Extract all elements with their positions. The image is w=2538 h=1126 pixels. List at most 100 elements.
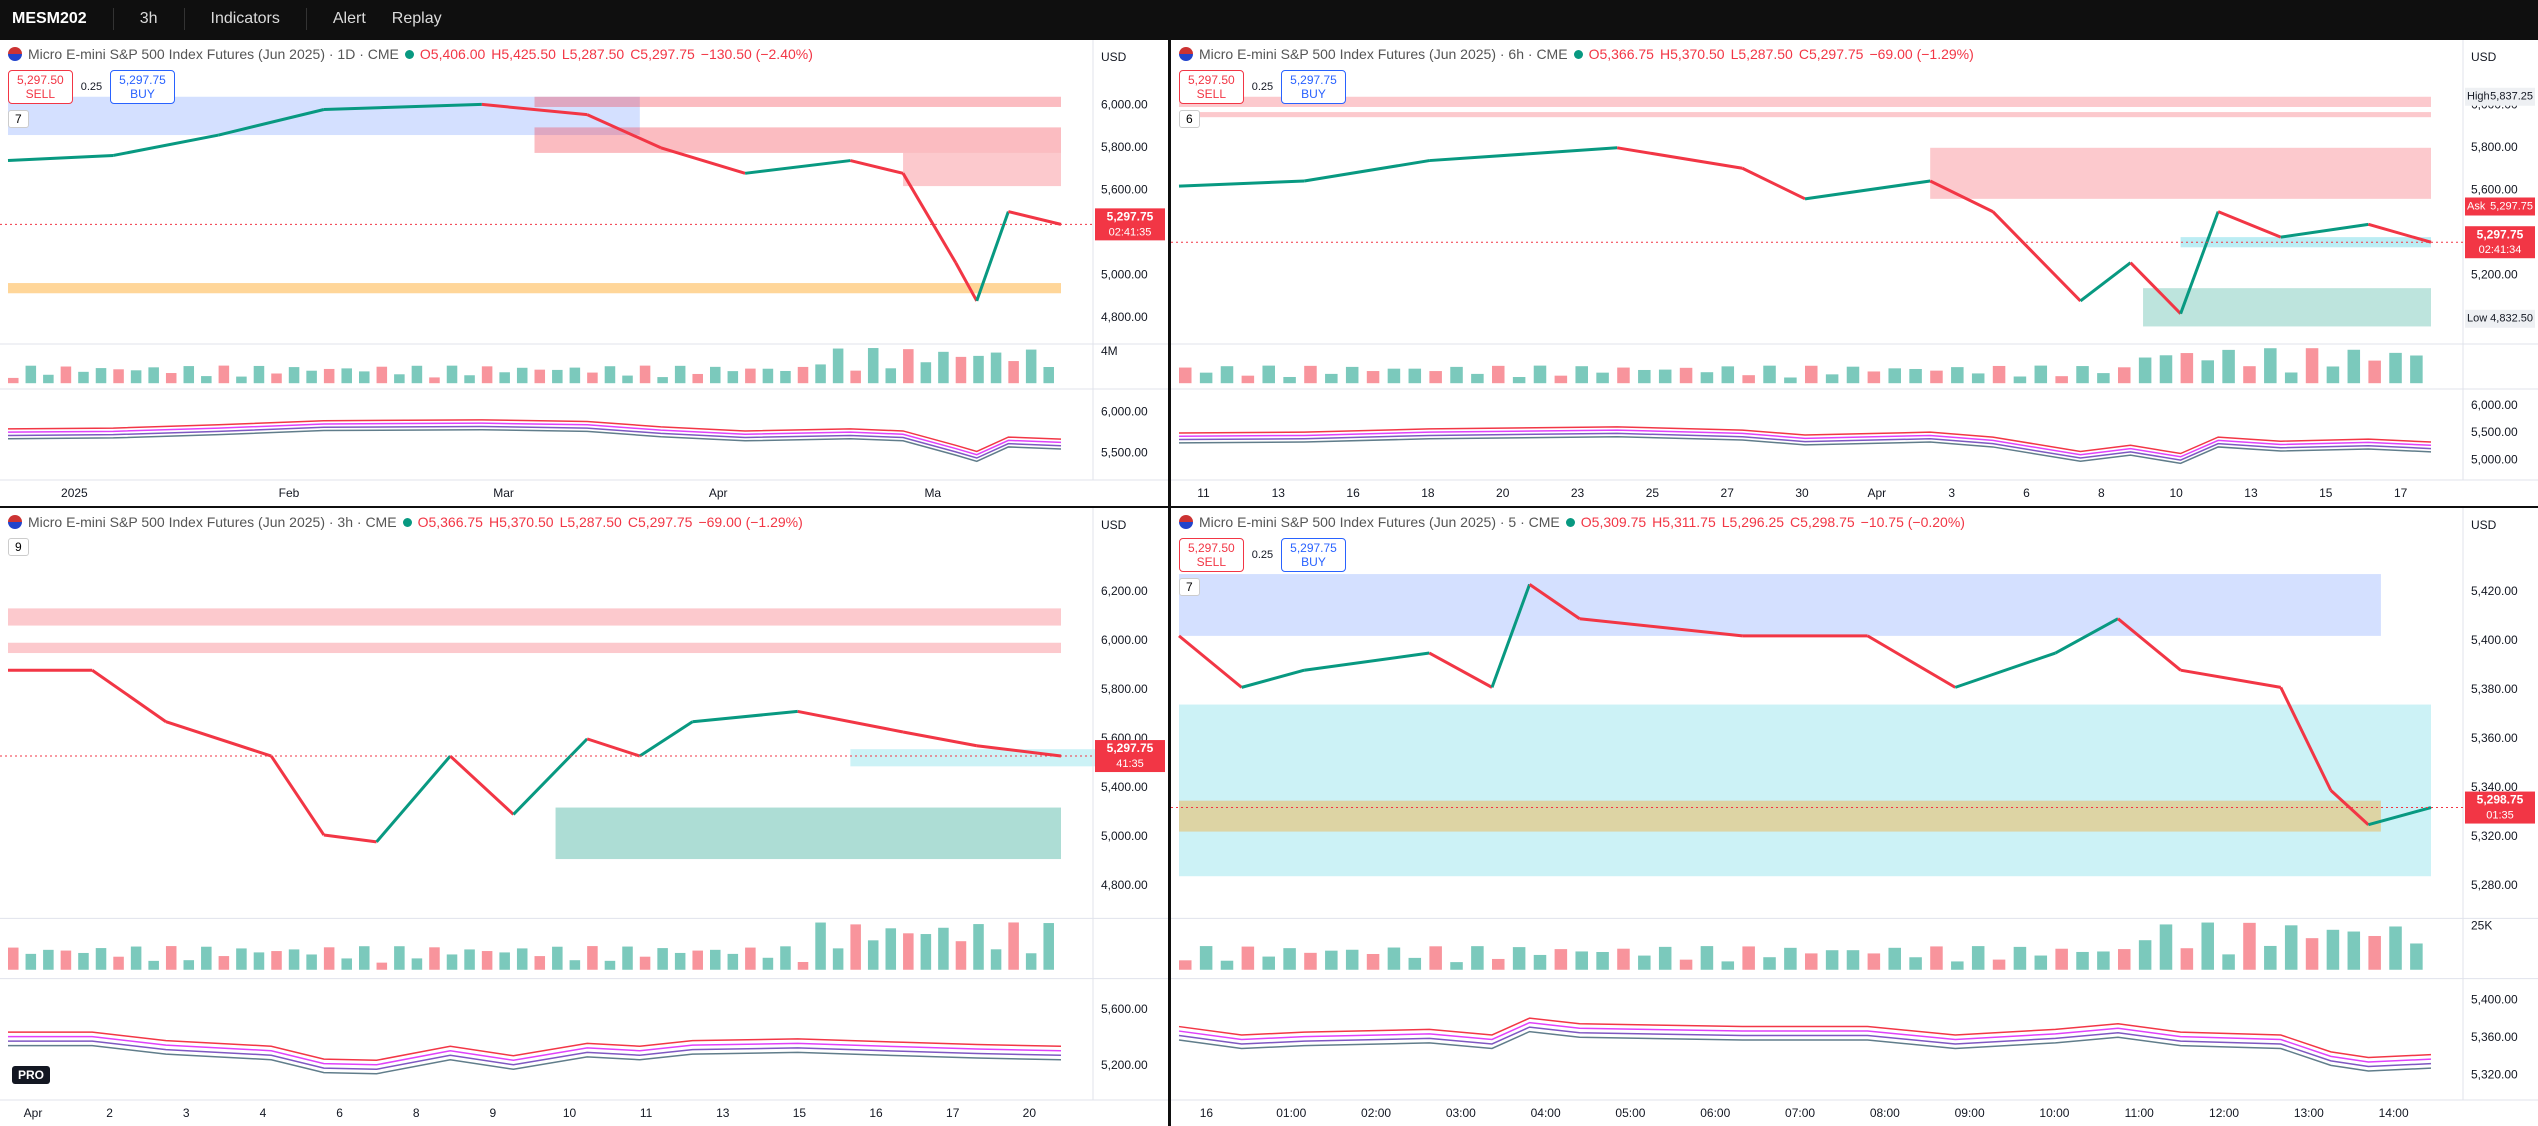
indicator-counter[interactable]: 9 (8, 538, 29, 556)
sell-button[interactable]: 5,297.50 SELL (1179, 538, 1244, 572)
interval[interactable]: 3h (139, 10, 158, 27)
buy-button[interactable]: 5,297.75 BUY (1281, 538, 1346, 572)
alert-button[interactable]: Alert (332, 10, 366, 27)
time-axis-label: 13 (2244, 486, 2258, 500)
volume-bar (8, 377, 19, 384)
volume-bar (745, 368, 756, 384)
oscillator-axis-label: 5,200.00 (1101, 1058, 1148, 1072)
time-axis-label: 15 (793, 1106, 807, 1120)
volume-bar (1763, 957, 1776, 970)
volume-bar (1617, 948, 1630, 970)
volume-bar (130, 946, 142, 970)
volume-bar (218, 365, 230, 384)
indicators-button[interactable]: Indicators (210, 10, 280, 27)
oscillator-line (1178, 1017, 2432, 1059)
volume-bar (2243, 922, 2256, 970)
volume-bar (1971, 946, 1985, 970)
indicator-counter[interactable]: 6 (1179, 110, 1200, 128)
volume-bar (1025, 953, 1037, 970)
currency-label: USD (2471, 50, 2497, 64)
price-segment (744, 159, 851, 175)
sell-button[interactable]: 5,297.50 SELL (1179, 70, 1244, 104)
volume-bar (569, 367, 581, 384)
volume-bar (2138, 357, 2152, 384)
volume-bar (990, 949, 1002, 970)
symbol-search[interactable]: MESM202 (12, 10, 87, 27)
time-axis-label: 20 (1023, 1106, 1037, 1120)
volume-bar (25, 953, 37, 970)
ohlc-high: H5,370.50 (1659, 46, 1725, 62)
volume-bar (534, 369, 546, 384)
price-segment (165, 720, 272, 758)
volume-bar (692, 373, 703, 384)
volume-bar (552, 946, 563, 970)
volume-bar (1700, 372, 1714, 384)
volume-bar (867, 348, 879, 384)
sell-label: SELL (1196, 87, 1227, 101)
time-axis-label: Ma (924, 486, 941, 500)
ohlc-low: L5,287.50 (561, 46, 625, 62)
time-axis-label: 20 (1496, 486, 1510, 500)
last-price: 5,297.75 (1107, 210, 1154, 224)
price-segment (1804, 179, 1931, 201)
volume-bar (2347, 931, 2361, 970)
oscillator-axis-label: 5,600.00 (1101, 1002, 1148, 1016)
buy-price: 5,297.75 (1290, 73, 1337, 87)
sell-label: SELL (25, 87, 56, 101)
price-segment (113, 133, 219, 157)
oscillator-axis-label: 5,500.00 (2471, 425, 2518, 439)
replay-button[interactable]: Replay (391, 10, 442, 27)
price-segment (218, 108, 325, 137)
market-status (1573, 49, 1583, 59)
volume-bar (2055, 948, 2068, 970)
volume-bar (1742, 375, 1755, 384)
volume-bar (1008, 922, 1019, 970)
buy-button[interactable]: 5,297.75 BUY (1281, 70, 1346, 104)
price-segment (586, 113, 662, 150)
zone (534, 96, 1061, 107)
volume-bar (903, 933, 914, 970)
volume-bar (1805, 365, 1818, 384)
price-axis-label: 5,400.00 (1101, 780, 1148, 794)
time-axis-label: 13 (716, 1106, 730, 1120)
indicator-counter[interactable]: 7 (8, 110, 29, 128)
axis-tag-value: 4,832.50 (2490, 313, 2533, 325)
volume-bar (1366, 953, 1380, 970)
volume-bar (253, 365, 265, 384)
volume-bar (2034, 955, 2048, 970)
buy-button[interactable]: 5,297.75 BUY (110, 70, 175, 104)
chart-canvas: 6,200.00 6,000.00 5,800.00 5,600.00 5,400.00… (0, 508, 1168, 1120)
price-segment (481, 102, 588, 117)
spread: 0.25 (1251, 549, 1274, 561)
sell-button[interactable]: 5,297.50 SELL (8, 70, 73, 104)
market-status (1565, 517, 1575, 527)
volume-bar (1846, 366, 1860, 384)
volume-bar (938, 351, 949, 384)
volume-bar (1575, 951, 1588, 970)
currency-label: USD (1101, 518, 1127, 532)
volume-bar (2118, 367, 2131, 384)
volume-bar (710, 949, 721, 970)
oscillator-axis-label: 6,000.00 (1101, 405, 1148, 419)
oscillator-axis-label: 5,400.00 (2471, 993, 2518, 1007)
indicator-counter[interactable]: 7 (1179, 578, 1200, 596)
zone (534, 127, 1061, 153)
price-axis-label: 6,000.00 (1101, 97, 1148, 111)
zone (1179, 96, 2431, 107)
symbol-title: Micro E-mini S&P 500 Index Futures (Jun … (28, 514, 397, 530)
volume-bar (1846, 950, 1860, 970)
volume-bar (1304, 365, 1317, 384)
price-segment (1428, 651, 1493, 689)
oscillator-line (7, 428, 1062, 463)
price-axis-label: 5,380.00 (2471, 682, 2518, 696)
volume-bar (43, 374, 54, 384)
volume-bar (815, 922, 826, 970)
volume-bar (1700, 946, 1714, 970)
volume-bar (271, 951, 282, 970)
volume-bar (148, 367, 159, 384)
price-segment (2217, 210, 2282, 239)
trade-buttons: 5,297.50 SELL 0.25 5,297.75 BUY (8, 70, 175, 104)
volume-bar (815, 364, 826, 384)
price-segment (660, 146, 746, 175)
time-axis-label: 9 (490, 1106, 497, 1120)
